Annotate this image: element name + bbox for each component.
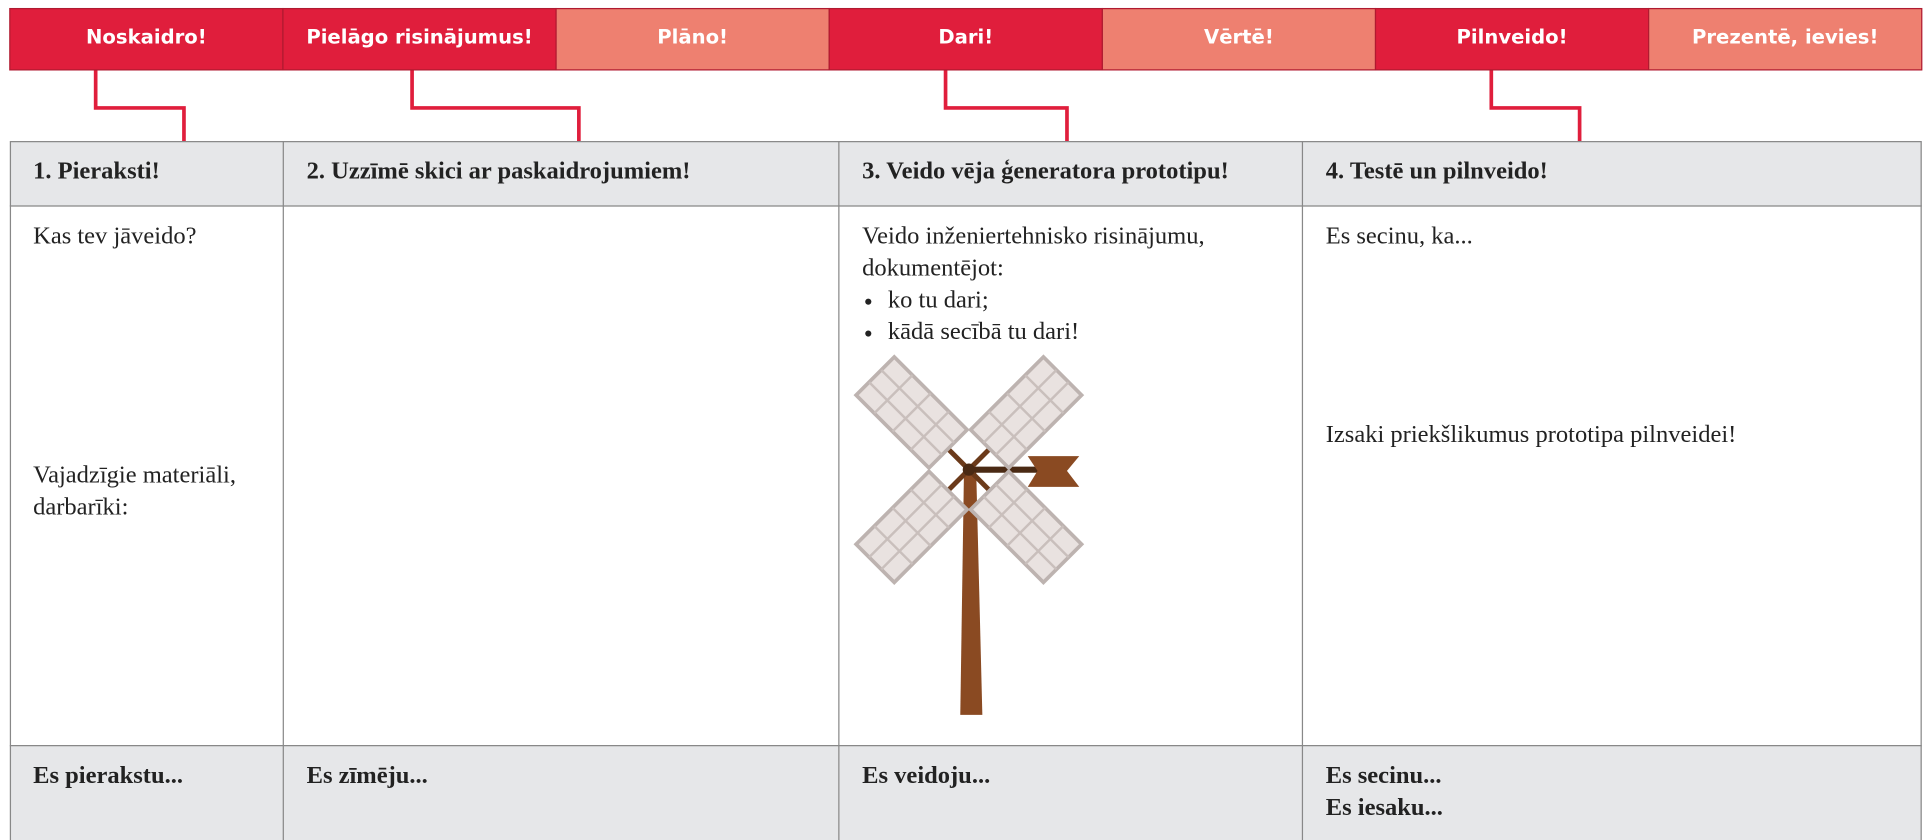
footer-text: Es secinu... — [1326, 762, 1442, 789]
blade-rib — [891, 506, 932, 547]
body-text: Kas tev jāveido? — [33, 223, 196, 250]
column-header: 4. Testē un pilnveido! — [1326, 158, 1548, 185]
blade-rib — [873, 525, 914, 566]
blade-rib — [987, 410, 1028, 451]
body-text: Es secinu, ka... — [1326, 223, 1473, 250]
tab-label: Vērtē! — [1204, 26, 1274, 49]
tab-label: Noskaidro! — [86, 26, 207, 49]
blade-rib — [873, 374, 914, 415]
tab — [9, 7, 284, 71]
body-text: Vajadzīgie materiāli, — [33, 462, 236, 489]
blades — [853, 354, 1085, 585]
footer-text: Es iesaku... — [1326, 794, 1443, 821]
blade-rib — [1006, 506, 1047, 547]
connectors — [93, 69, 1582, 142]
tab — [555, 7, 830, 71]
hub — [962, 463, 975, 476]
blade-rib — [1024, 374, 1065, 415]
tab-label: Dari! — [938, 26, 993, 49]
bullet — [865, 330, 872, 337]
tab — [1374, 7, 1650, 71]
column-header: 3. Veido vēja ģeneratora prototipu! — [862, 158, 1229, 185]
bullet-text: ko tu dari; — [888, 286, 989, 313]
header-row — [9, 141, 1922, 207]
tab — [282, 7, 557, 71]
blade-rib — [1024, 525, 1065, 566]
column-header: 2. Uzzīmē skici ar paskaidrojumiem! — [307, 158, 691, 185]
column-header: 1. Pieraksti! — [33, 158, 160, 185]
tab — [1648, 7, 1923, 71]
footer-row — [9, 745, 1922, 840]
blade — [967, 467, 1085, 585]
bullet-text: kādā secībā tu dari! — [888, 318, 1079, 345]
blade-rib — [891, 392, 932, 433]
tab-label: Prezentē, ievies! — [1692, 26, 1878, 49]
blade-rib — [987, 488, 1028, 529]
table-lines — [9, 141, 1922, 840]
blade-rib — [909, 410, 950, 451]
blade-rib — [1006, 392, 1047, 433]
windmill-illustration — [853, 354, 1085, 715]
body-text: dokumentējot: — [862, 254, 1004, 281]
body-text: Veido inženiertehnisko risinājumu, — [862, 223, 1204, 250]
footer-text: Es zīmēju... — [307, 762, 428, 789]
body-text: Izsaki priekšlikumus prototipa pilnveide… — [1326, 421, 1737, 448]
bullet — [865, 298, 872, 305]
footer-text: Es veidoju... — [862, 762, 990, 789]
footer-text: Es pierakstu... — [33, 762, 183, 789]
tab-label: Pilnveido! — [1457, 26, 1568, 49]
tab-label: Plāno! — [657, 26, 728, 49]
tab-label: Pielāgo risinājumus! — [306, 26, 532, 49]
tab — [828, 7, 1103, 71]
tab — [1101, 7, 1377, 71]
body-text: darbarīki: — [33, 494, 128, 521]
blade-rib — [909, 488, 950, 529]
